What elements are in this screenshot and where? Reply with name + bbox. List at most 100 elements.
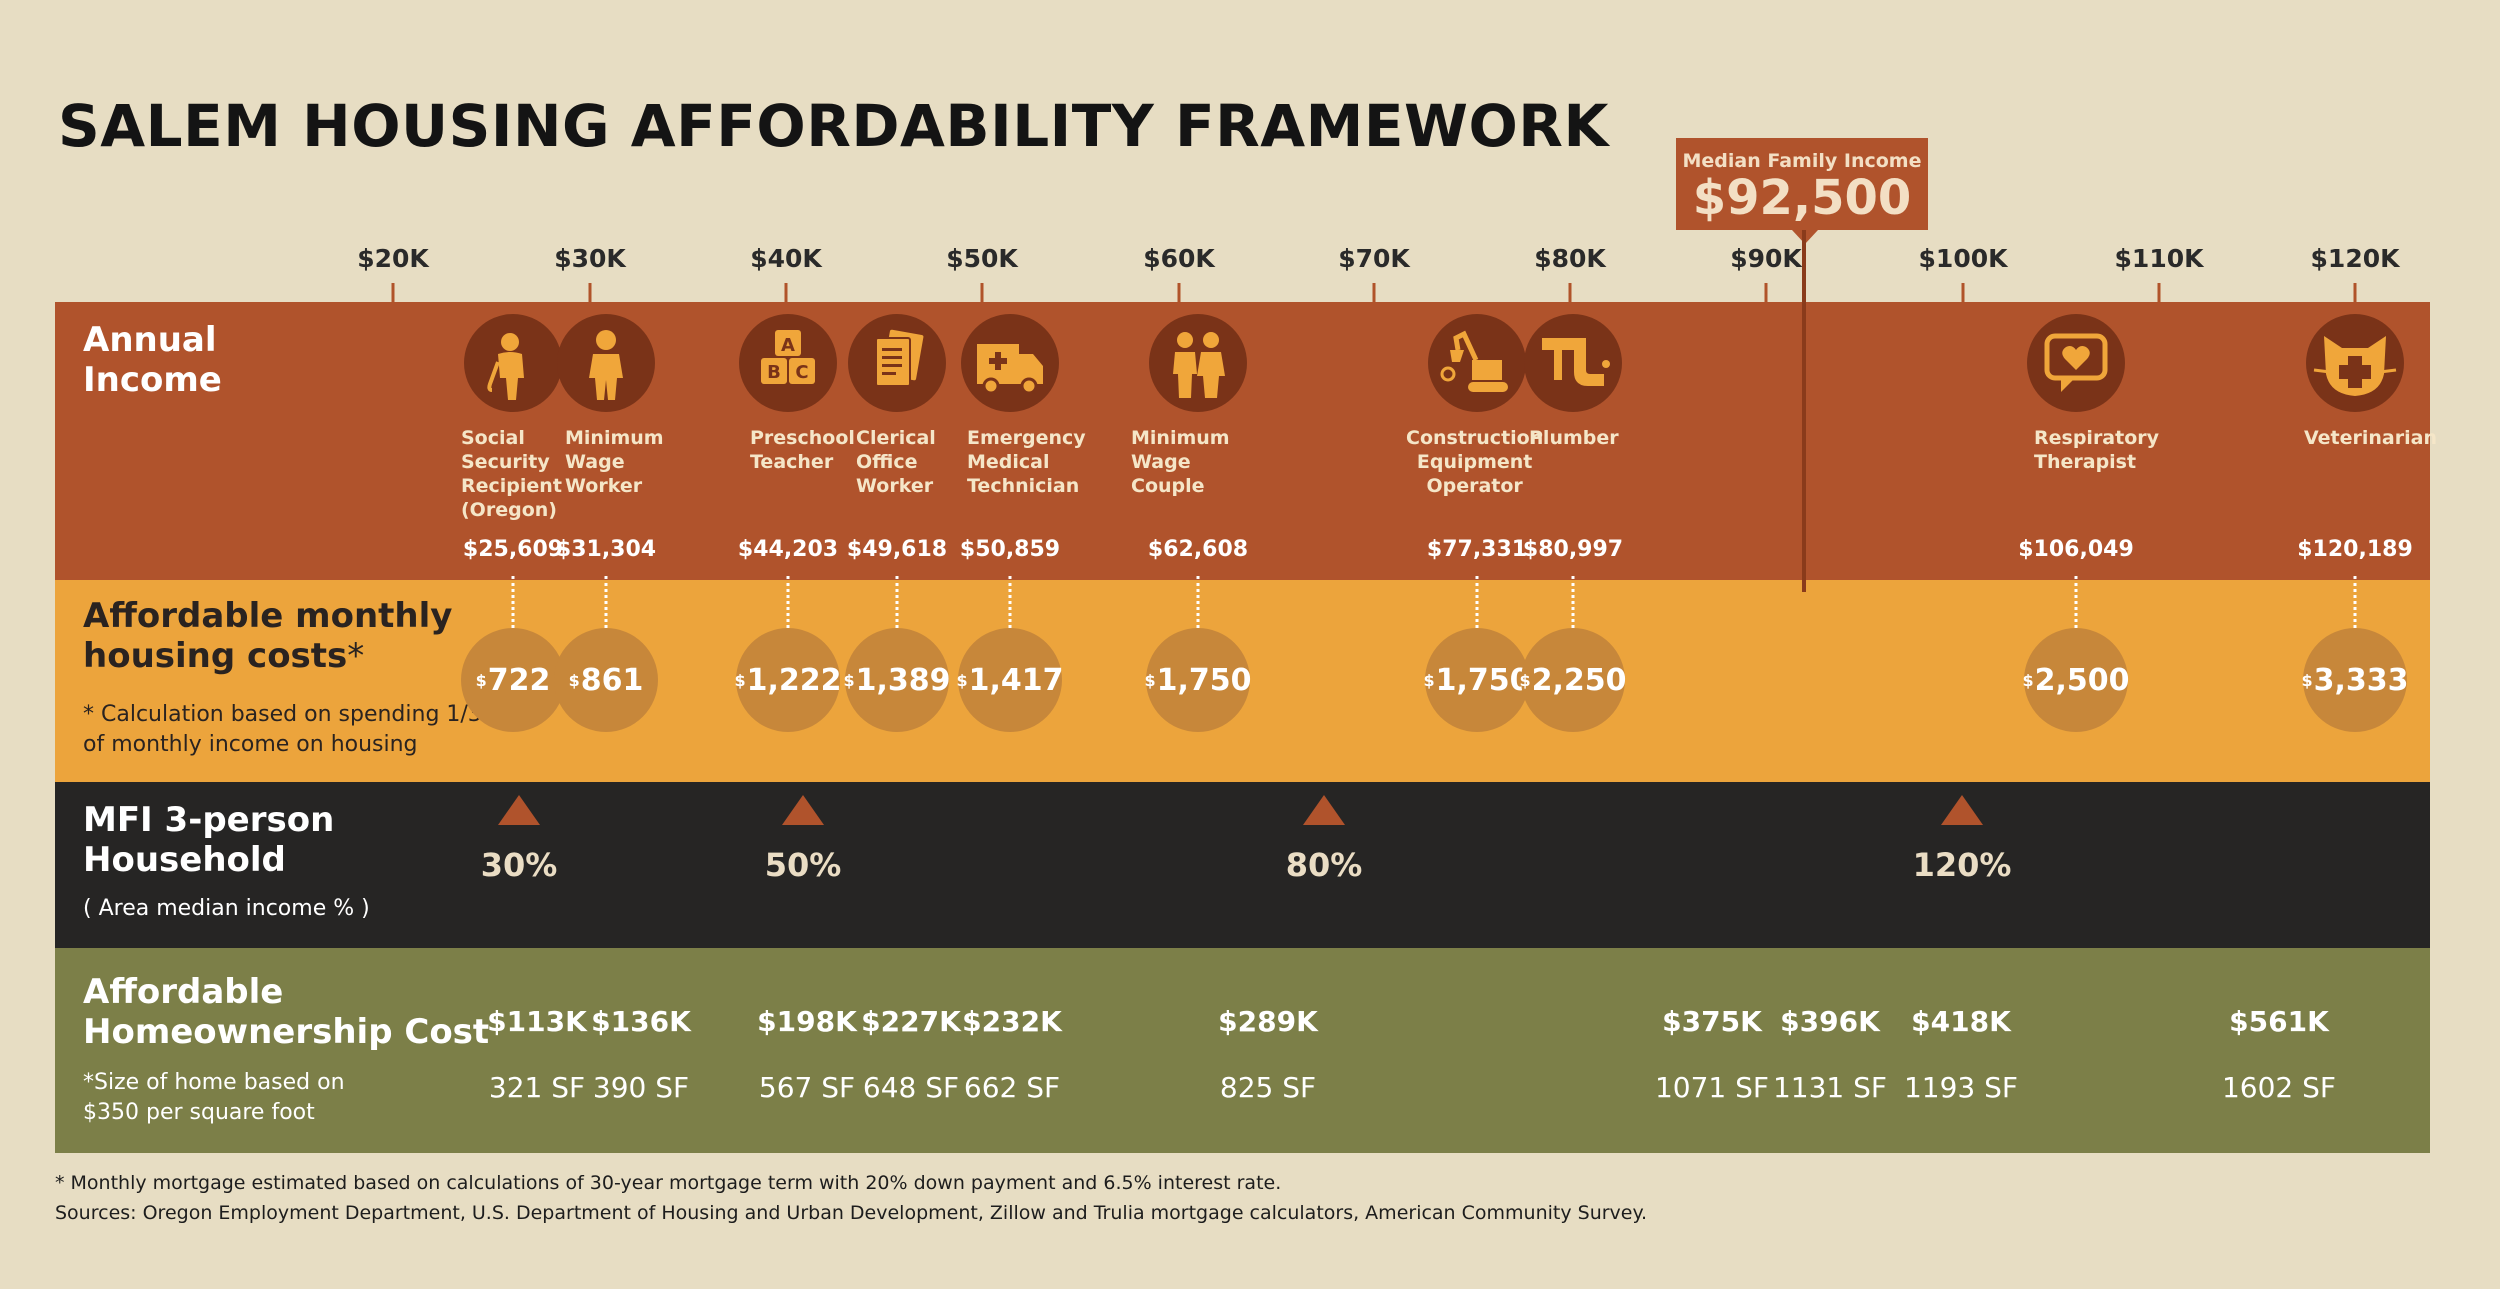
axis-tick-mark xyxy=(1764,283,1768,303)
occupation-name: Preschool Teacher xyxy=(750,427,855,473)
monthly-cost-value: 1,389 xyxy=(855,662,951,698)
home-price: $198K xyxy=(757,1005,857,1038)
currency-symbol: $ xyxy=(956,670,968,690)
income-to-cost-arrow xyxy=(1196,576,1200,646)
currency-symbol: $ xyxy=(1519,670,1531,690)
home-size: 1602 SF xyxy=(2221,1071,2337,1104)
axis-tick-label: $120K xyxy=(2310,244,2400,273)
currency-symbol: $ xyxy=(1423,670,1435,690)
mfi-percentage: 80% xyxy=(1285,846,1363,884)
monthly-cost-circle: $722 xyxy=(461,628,565,732)
home-price: $396K xyxy=(1780,1005,1880,1038)
cat-cross-icon xyxy=(2306,314,2404,412)
axis-tick-label: $100K xyxy=(1918,244,2008,273)
sources-footnote: Sources: Oregon Employment Department, U… xyxy=(55,1202,1648,1224)
monthly-cost-circle: $2,250 xyxy=(1519,628,1627,732)
occupation-name: Veterinarian xyxy=(2304,427,2437,449)
mfi-percentage: 120% xyxy=(1912,846,2012,884)
occupation-income: $44,203 xyxy=(737,537,839,562)
currency-symbol: $ xyxy=(734,670,746,690)
axis-tick-mark xyxy=(980,283,984,303)
annual-income-title: Annual Income xyxy=(83,320,222,400)
occupation-income: $31,304 xyxy=(555,537,657,562)
person-icon xyxy=(557,314,655,412)
mfi-band xyxy=(55,782,2430,948)
income-to-cost-arrow xyxy=(786,576,790,646)
home-price: $136K xyxy=(591,1005,691,1038)
axis-tick-mark xyxy=(391,283,395,303)
home-size: 648 SF xyxy=(862,1071,960,1104)
monthly-cost-value: 861 xyxy=(580,662,644,698)
elderly-person-icon xyxy=(464,314,562,412)
affordable-housing-asterisk: * xyxy=(347,636,365,676)
excavator-icon xyxy=(1428,314,1526,412)
axis-tick-mark xyxy=(784,283,788,303)
home-size: 662 SF xyxy=(963,1071,1061,1104)
occupation-name: Social Security Recipient (Oregon) xyxy=(461,427,562,521)
home-size: 390 SF xyxy=(592,1071,690,1104)
page-title: SALEM HOUSING AFFORDABILITY FRAMEWORK xyxy=(58,92,1609,160)
occupation-name: Plumber xyxy=(1529,427,1619,449)
occupation-name: Minimum Wage Couple xyxy=(1131,427,1230,497)
income-to-cost-arrow xyxy=(895,576,899,646)
axis-tick-mark xyxy=(2353,283,2357,303)
ambulance-icon xyxy=(961,314,1059,412)
axis-tick-label: $30K xyxy=(554,244,626,273)
occupation-income: $77,331 xyxy=(1426,537,1528,562)
axis-tick-mark xyxy=(1177,283,1181,303)
occupation-income: $25,609 xyxy=(462,537,564,562)
monthly-cost-circle: $3,333 xyxy=(2301,628,2409,732)
home-price: $561K xyxy=(2229,1005,2329,1038)
home-size: 321 SF xyxy=(488,1071,586,1104)
axis-tick-label: $40K xyxy=(750,244,822,273)
axis-tick-mark xyxy=(1372,283,1376,303)
income-to-cost-arrow xyxy=(604,576,608,646)
monthly-cost-value: 1,750 xyxy=(1435,662,1531,698)
monthly-cost-value: 1,417 xyxy=(968,662,1064,698)
occupation-name: Clerical Office Worker xyxy=(856,427,936,497)
occupation-name: Respiratory Therapist xyxy=(2034,427,2160,473)
monthly-cost-circle: $1,222 xyxy=(734,628,842,732)
home-price: $113K xyxy=(487,1005,587,1038)
svg-text:B: B xyxy=(767,362,781,383)
occupation-income: $50,859 xyxy=(959,537,1061,562)
income-to-cost-arrow xyxy=(2074,576,2078,646)
currency-symbol: $ xyxy=(1144,670,1156,690)
homeownership-note: *Size of home based on $350 per square f… xyxy=(83,1070,345,1125)
axis-tick-label: $110K xyxy=(2114,244,2204,273)
monthly-cost-value: 1,750 xyxy=(1156,662,1252,698)
couple-icon xyxy=(1149,314,1247,412)
currency-symbol: $ xyxy=(2022,670,2034,690)
axis-tick-mark xyxy=(1568,283,1572,303)
occupation-name: Construction Equipment Operator xyxy=(1406,427,1544,497)
monthly-cost-value: 2,250 xyxy=(1531,662,1627,698)
monthly-cost-circle: $1,417 xyxy=(956,628,1064,732)
currency-symbol: $ xyxy=(475,670,487,690)
home-price: $232K xyxy=(962,1005,1062,1038)
axis-tick-label: $90K xyxy=(1730,244,1802,273)
monthly-cost-value: 3,333 xyxy=(2313,662,2409,698)
homeownership-band xyxy=(55,948,2430,1153)
monthly-cost-circle: $1,750 xyxy=(1144,628,1252,732)
income-to-cost-arrow xyxy=(511,576,515,646)
occupation-name: Minimum Wage Worker xyxy=(565,427,664,497)
home-size: 1193 SF xyxy=(1903,1071,2019,1104)
pipe-icon xyxy=(1524,314,1622,412)
median-income-label: Median Family Income xyxy=(1682,150,1922,172)
axis-tick-mark xyxy=(588,283,592,303)
currency-symbol: $ xyxy=(568,670,580,690)
mfi-note: ( Area median income % ) xyxy=(83,896,370,921)
home-price: $289K xyxy=(1218,1005,1318,1038)
mfi-triangle-marker xyxy=(498,795,540,825)
mfi-title: MFI 3-person Household xyxy=(83,800,335,880)
currency-symbol: $ xyxy=(843,670,855,690)
home-price: $418K xyxy=(1911,1005,2011,1038)
heart-chat-icon xyxy=(2027,314,2125,412)
occupation-income: $80,997 xyxy=(1522,537,1624,562)
affordable-housing-title: Affordable monthly housing costs* xyxy=(83,596,452,676)
monthly-cost-value: 1,222 xyxy=(746,662,842,698)
home-size: 825 SF xyxy=(1219,1071,1317,1104)
axis-tick-label: $70K xyxy=(1338,244,1410,273)
occupation-name: Emergency Medical Technician xyxy=(967,427,1086,497)
